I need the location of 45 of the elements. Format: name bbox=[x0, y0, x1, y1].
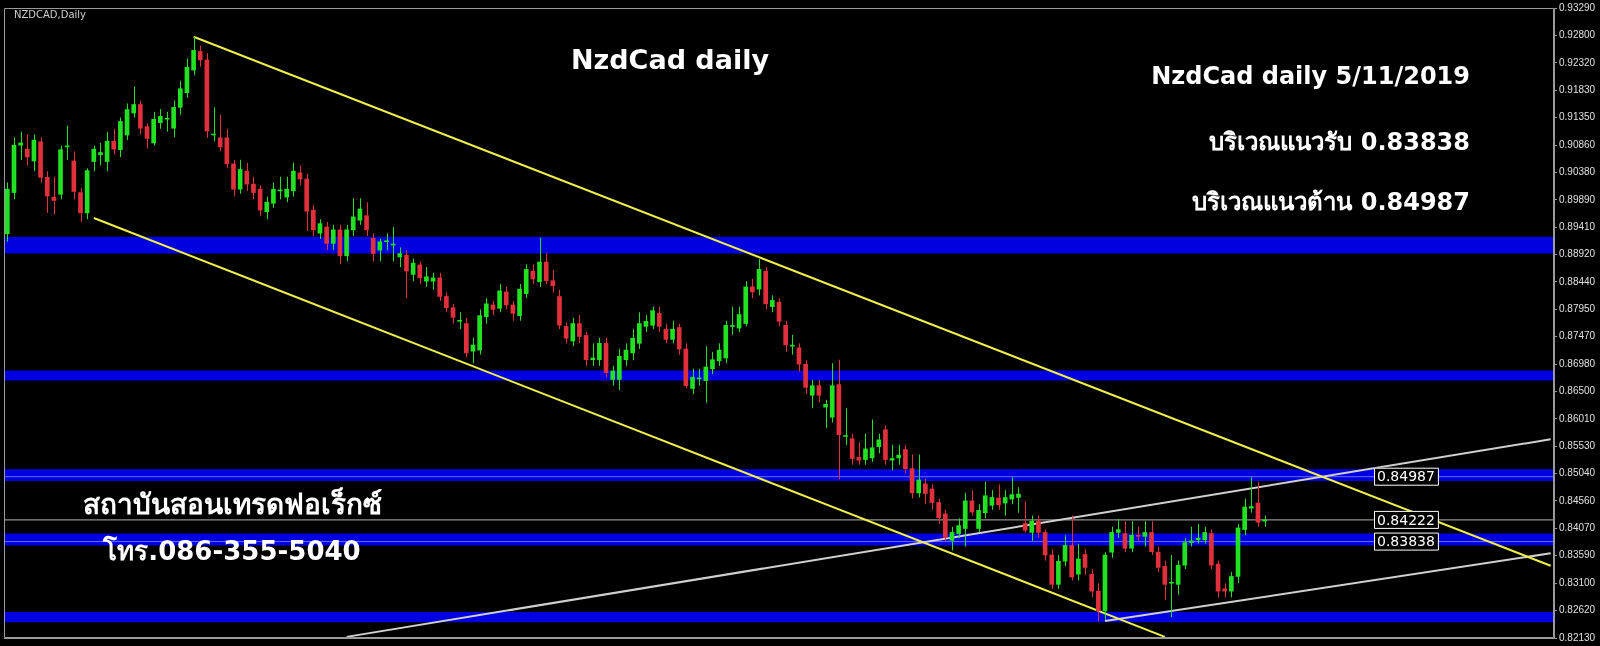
ref-line-label: 0.84222 bbox=[1377, 511, 1435, 528]
ref-line-label: 0.84987 bbox=[1377, 468, 1435, 485]
candlestick bbox=[650, 306, 655, 330]
y-tick-label: 0.86980 bbox=[1559, 357, 1596, 369]
y-tick-label: 0.84070 bbox=[1559, 522, 1596, 534]
y-tick-label: 0.82130 bbox=[1559, 631, 1596, 643]
candlestick bbox=[457, 311, 463, 330]
y-tick-label: 0.92320 bbox=[1559, 56, 1596, 68]
y-tick-label: 0.89890 bbox=[1559, 193, 1596, 205]
y-tick-label: 0.89410 bbox=[1559, 220, 1596, 232]
y-tick-label: 0.85040 bbox=[1559, 467, 1596, 479]
ref-line-label: 0.83838 bbox=[1377, 533, 1435, 550]
y-tick-label: 0.91830 bbox=[1559, 84, 1596, 96]
y-tick-label: 0.90380 bbox=[1559, 166, 1596, 178]
y-tick-label: 0.84560 bbox=[1559, 494, 1596, 506]
candlestick bbox=[843, 407, 848, 446]
candlestick bbox=[384, 232, 389, 251]
y-tick-label: 0.82620 bbox=[1559, 604, 1596, 616]
y-tick-label: 0.87470 bbox=[1559, 330, 1596, 342]
candlestick bbox=[1169, 554, 1174, 618]
annotation: บริเวณแนวต้าน 0.84987 bbox=[1192, 187, 1470, 218]
candlestick bbox=[956, 517, 961, 539]
y-tick-label: 0.88920 bbox=[1559, 248, 1596, 260]
y-tick-label: 0.86010 bbox=[1559, 412, 1596, 424]
candlestick bbox=[424, 266, 429, 288]
annotation: โทร.086-355-5040 bbox=[103, 534, 361, 568]
y-tick-label: 0.86500 bbox=[1559, 385, 1596, 397]
annotation: NZDCAD,Daily bbox=[14, 9, 87, 20]
y-tick-label: 0.91350 bbox=[1559, 111, 1596, 123]
candlestick bbox=[809, 379, 815, 409]
y-tick-label: 0.83590 bbox=[1559, 549, 1596, 561]
y-tick-label: 0.90860 bbox=[1559, 138, 1596, 150]
y-tick-label: 0.93290 bbox=[1559, 1, 1596, 13]
y-tick-label: 0.92800 bbox=[1559, 29, 1596, 41]
y-tick-label: 0.88440 bbox=[1559, 275, 1596, 287]
candlestick bbox=[1115, 518, 1121, 539]
y-tick-label: 0.85530 bbox=[1559, 439, 1596, 451]
annotation: บริเวณแนวรับ 0.83838 bbox=[1209, 127, 1470, 158]
y-tick-label: 0.83100 bbox=[1559, 576, 1596, 588]
annotation: สถาบันสอนเทรดฟอเร็กซ์ bbox=[82, 486, 382, 523]
text: NzdCad daily bbox=[570, 44, 770, 75]
annotation: NzdCad daily 5/11/2019 bbox=[1151, 62, 1470, 90]
candlestick bbox=[1135, 526, 1141, 542]
candlestick bbox=[730, 306, 735, 336]
y-tick-label: 0.87950 bbox=[1559, 303, 1596, 315]
